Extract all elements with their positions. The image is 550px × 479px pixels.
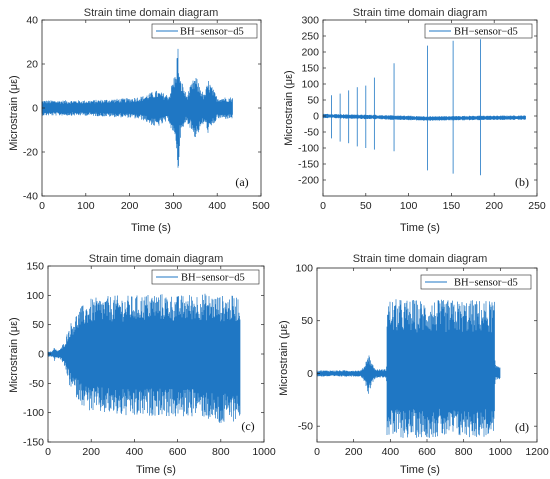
y-tick-label: -100 [298, 143, 319, 155]
x-tick-label: 100 [400, 200, 418, 212]
y-tick-label: -150 [298, 159, 319, 171]
y-tick-label: 50 [32, 319, 44, 331]
y-tick-label: 100 [295, 263, 313, 275]
chart-title: Strain time domain diagram [353, 253, 488, 265]
y-tick-label: -20 [23, 147, 38, 159]
x-tick-label: 400 [126, 446, 144, 458]
x-tick-label: 200 [82, 446, 100, 458]
x-tick-label: 50 [360, 200, 372, 212]
x-tick-label: 300 [165, 200, 183, 212]
x-tick-label: 500 [252, 200, 270, 212]
y-tick-label: 200 [301, 47, 319, 59]
x-tick-label: 400 [382, 446, 400, 458]
legend-entry: BH−sensor−d5 [181, 273, 245, 284]
x-tick-label: 1000 [252, 446, 276, 458]
x-tick-label: 600 [169, 446, 187, 458]
y-tick-label: 0 [38, 349, 44, 361]
y-tick-label: -150 [23, 437, 44, 449]
axes-frame [316, 267, 538, 443]
legend-box [420, 274, 532, 290]
x-tick-label: 250 [528, 200, 546, 212]
y-tick-label: -100 [23, 407, 44, 419]
axis-ticks: 0 200 400 600 800 1000 -150 -100 -50 0 50 100 150 [23, 261, 276, 459]
x-axis-label: Time (s) [136, 464, 176, 476]
axes-frame [322, 19, 538, 197]
y-tick-label: 50 [307, 95, 319, 107]
plot-area [322, 39, 526, 176]
y-tick-label: 0 [307, 368, 313, 380]
axes-frame [41, 19, 262, 197]
legend: BH−sensor−d5 [420, 274, 532, 290]
x-tick-label: 800 [212, 446, 230, 458]
x-tick-label: 200 [345, 446, 363, 458]
chart-title: Strain time domain diagram [84, 7, 219, 19]
x-tick-label: 600 [418, 446, 436, 458]
y-tick-label: 300 [301, 15, 319, 27]
y-tick-label: 50 [301, 315, 313, 327]
y-tick-label: 250 [301, 31, 319, 43]
panel-label: (a) [235, 175, 248, 189]
y-tick-label: -50 [29, 378, 44, 390]
axes-frame [47, 265, 265, 443]
panel-d: Strain time domain diagram Time (s) Micr… [278, 253, 549, 476]
x-tick-label: 200 [121, 200, 139, 212]
legend: BH−sensor−d5 [424, 23, 533, 39]
legend-box [424, 23, 533, 39]
y-tick-label: 100 [26, 290, 44, 302]
axis-ticks: 0 50 100 150 200 250 -200 -150 -100 -50 0 50 100 150 2… [298, 15, 546, 213]
chart-title: Strain time domain diagram [353, 7, 488, 19]
panel-label: (d) [515, 420, 529, 434]
y-tick-label: 150 [26, 261, 44, 273]
y-tick-label: 150 [301, 63, 319, 75]
y-tick-label: 20 [26, 59, 38, 71]
panel-label: (c) [241, 419, 254, 433]
legend-box [151, 23, 258, 39]
x-tick-label: 1000 [489, 446, 513, 458]
x-axis-label: Time (s) [400, 464, 440, 476]
x-tick-label: 0 [45, 446, 51, 458]
y-tick-label: 40 [26, 15, 38, 27]
y-axis-label: Microstrain (με) [8, 317, 20, 392]
y-tick-label: -200 [298, 175, 319, 187]
y-tick-label: 100 [301, 79, 319, 91]
panel-a: Strain time domain diagram Time (s) Micr… [8, 7, 270, 234]
panel-c: Strain time domain diagram Time (s) Micr… [8, 253, 276, 476]
axis-ticks: 0 200 400 600 800 1000 1200 -50 0 50 100 [295, 263, 548, 459]
x-axis-label: Time (s) [131, 222, 171, 234]
y-axis-label: Microstrain (με) [278, 320, 290, 395]
x-tick-label: 200 [485, 200, 503, 212]
y-tick-label: -50 [304, 127, 319, 139]
y-tick-label: 0 [313, 111, 319, 123]
x-axis-label: Time (s) [400, 222, 440, 234]
x-tick-label: 0 [320, 200, 326, 212]
x-tick-label: 0 [39, 200, 45, 212]
legend: BH−sensor−d5 [151, 269, 260, 285]
legend-entry: BH−sensor−d5 [454, 27, 518, 38]
legend-entry: BH−sensor−d5 [180, 27, 244, 38]
y-tick-label: -50 [298, 421, 313, 433]
x-tick-label: 800 [455, 446, 473, 458]
x-tick-label: 1200 [525, 446, 549, 458]
x-tick-label: 150 [443, 200, 461, 212]
x-tick-label: 100 [77, 200, 95, 212]
legend-entry: BH−sensor−d5 [454, 278, 518, 289]
x-tick-label: 400 [208, 200, 226, 212]
panel-label: (b) [515, 175, 529, 189]
panel-b: Strain time domain diagram Time (s) Micr… [283, 7, 546, 234]
chart-title: Strain time domain diagram [89, 253, 224, 265]
legend-box [151, 269, 260, 285]
y-tick-label: 0 [32, 103, 38, 115]
x-tick-label: 0 [314, 446, 320, 458]
axis-ticks: 0 100 200 300 400 500 -40 -20 0 20 40 [23, 15, 270, 213]
y-axis-label: Microstrain (με) [283, 70, 295, 145]
y-tick-label: -40 [23, 191, 38, 203]
y-axis-label: Microstrain (με) [8, 75, 20, 150]
legend: BH−sensor−d5 [151, 23, 258, 39]
